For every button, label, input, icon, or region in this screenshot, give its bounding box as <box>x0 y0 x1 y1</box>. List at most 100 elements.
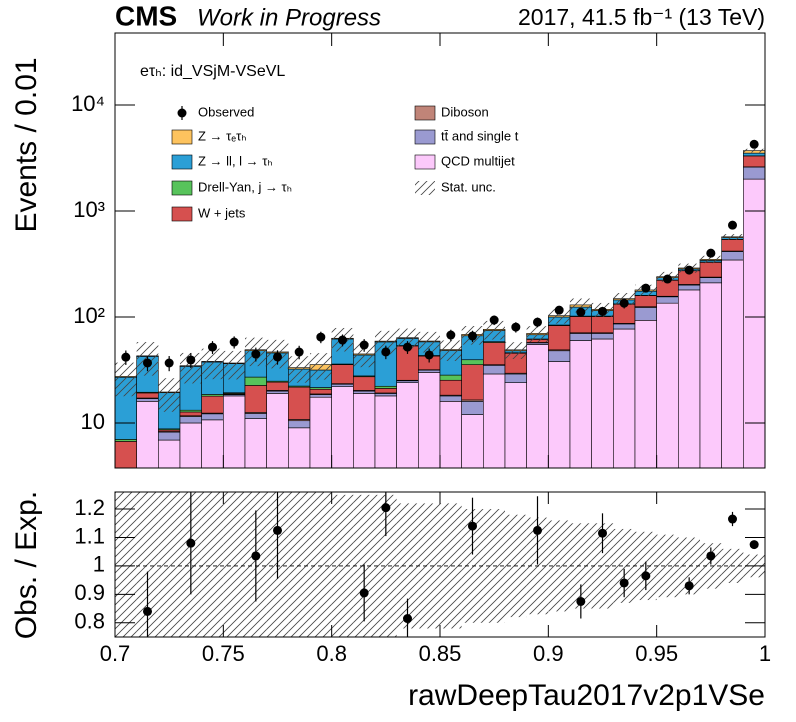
main-frame <box>114 32 766 469</box>
stack-bar <box>374 388 397 394</box>
observed-point <box>424 350 434 360</box>
ratio-unc-band <box>396 503 419 629</box>
stat-unc-band <box>180 352 202 384</box>
ratio-point <box>273 525 282 535</box>
stack-bar <box>353 376 376 391</box>
stack-bar <box>374 385 397 389</box>
stack-bar <box>353 393 376 468</box>
stat-unc-band <box>548 308 570 324</box>
x-tick-label: 1 <box>759 641 771 666</box>
stack-bar <box>266 390 289 394</box>
observed-point <box>164 358 174 368</box>
ratio-frame <box>114 491 766 638</box>
y-tick-label: 1.1 <box>74 523 105 548</box>
stat-unc-band <box>700 255 722 264</box>
stack-bar <box>439 379 462 396</box>
stack-bar <box>569 316 592 334</box>
stack-bar <box>158 431 181 441</box>
stack-bar <box>266 381 289 391</box>
stack-bar <box>483 373 506 468</box>
legend-label: Drell-Yan, j → τₕ <box>198 179 292 194</box>
stat-unc-band <box>310 353 332 380</box>
stack-bar <box>396 382 419 468</box>
observed-point <box>121 352 131 362</box>
stack-bar <box>721 239 744 252</box>
stack-bar <box>634 320 657 468</box>
stat-unc-band <box>418 331 440 353</box>
ratio-axis-title: Obs. / Exp. <box>10 491 43 639</box>
observed-point <box>251 349 261 359</box>
legend-label: Z → ll, l → τₕ <box>198 153 273 168</box>
ratio-unc-band <box>310 492 332 637</box>
stack-bar <box>244 385 267 413</box>
ratio-unc-band <box>136 492 159 637</box>
observed-point <box>359 340 369 350</box>
observed-point <box>728 220 737 230</box>
stat-unc-band <box>505 342 527 359</box>
stack-bar <box>418 369 441 373</box>
legend-label: W + jets <box>198 205 246 220</box>
ratio-point <box>684 581 694 591</box>
ratio-unc-band <box>201 492 224 637</box>
stack-bar <box>569 333 592 341</box>
stack-bar <box>743 178 765 468</box>
stack-bar <box>548 325 571 351</box>
ratio-unc-band <box>375 494 397 637</box>
stack-bar <box>439 395 462 402</box>
stack-bar <box>721 251 744 261</box>
ratio-point <box>403 614 412 624</box>
stack-bar <box>699 282 722 468</box>
observed-point <box>186 355 196 365</box>
stat-unc-band <box>353 343 375 368</box>
y-axis-title: Events / 0.01 <box>10 57 43 232</box>
stack-bar <box>201 413 224 421</box>
stack-bar <box>743 152 765 157</box>
x-tick-label: 0.9 <box>533 641 564 666</box>
stack-bar <box>439 374 462 381</box>
stack-bar <box>699 277 722 284</box>
stat-unc-band <box>158 378 180 412</box>
stack-bar <box>374 393 397 397</box>
ratio-point <box>381 503 391 513</box>
stack-bar <box>656 302 679 468</box>
observed-point <box>576 307 586 317</box>
stack-bar <box>526 344 549 468</box>
ratio-unc-band <box>656 534 679 598</box>
legend-marker <box>171 180 193 196</box>
x-tick-label: 0.8 <box>316 641 347 666</box>
stack-bar <box>548 350 571 362</box>
legend-label: Observed <box>198 104 254 119</box>
ratio-unc-band <box>440 503 462 629</box>
lumi-label: 2017, 41.5 fb⁻¹ (13 TeV) <box>518 4 765 30</box>
ratio-unc-band <box>288 492 310 637</box>
stack-bar <box>288 427 311 468</box>
stack-bar <box>699 262 722 278</box>
stack-bar <box>678 284 701 291</box>
legend-label: tt̄ and single t <box>441 128 519 143</box>
observed-point <box>316 332 326 342</box>
legend-marker <box>177 108 187 118</box>
stack-bar <box>331 364 354 384</box>
y-tick-label: 10³ <box>73 197 105 222</box>
observed-point <box>403 342 412 352</box>
ratio-unc-band <box>115 492 137 637</box>
ratio-point <box>468 521 477 531</box>
x-tick-label: 0.7 <box>100 641 131 666</box>
ratio-point <box>359 588 369 598</box>
stack-bar <box>115 439 137 442</box>
ratio-point <box>749 540 759 550</box>
ratio-point <box>186 538 196 548</box>
stack-bar <box>179 416 202 424</box>
stack-bar <box>439 401 462 468</box>
stack-bar <box>483 365 506 375</box>
channel-label: eτₕ: id_VSjM-VSeVL <box>140 63 285 80</box>
stack-bar <box>548 361 571 468</box>
x-tick-label: 0.95 <box>635 641 678 666</box>
ratio-point <box>641 571 651 581</box>
legend-marker <box>414 105 436 121</box>
observed-point <box>229 337 239 347</box>
stack-bar <box>331 383 354 387</box>
stack-bar <box>634 295 657 308</box>
stack-bar <box>634 307 657 321</box>
legend-label: QCD multijet <box>441 153 515 168</box>
